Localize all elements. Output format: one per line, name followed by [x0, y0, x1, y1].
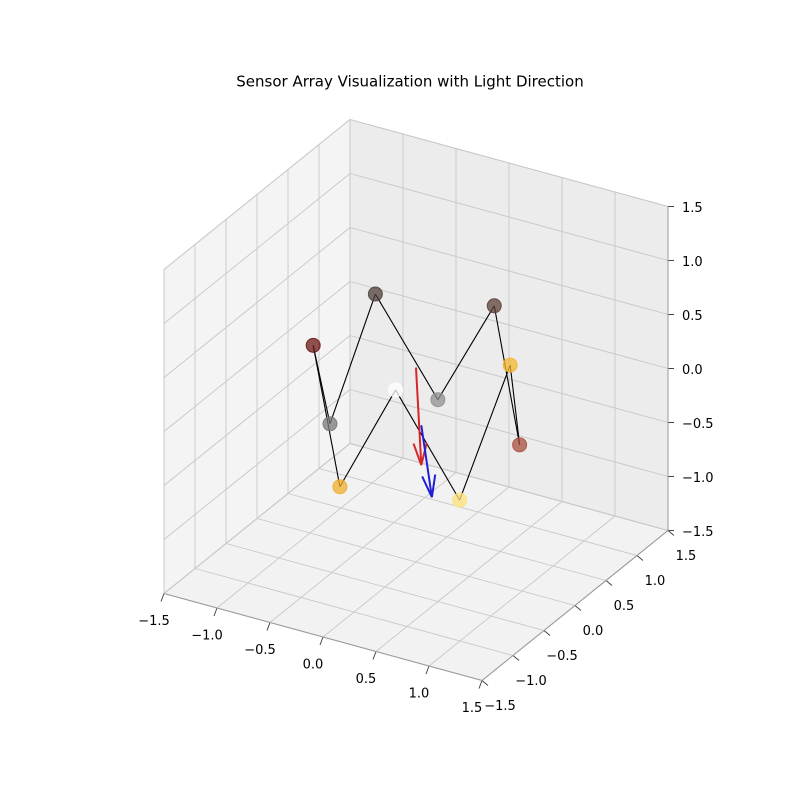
- grid-line: [163, 227, 351, 378]
- y-tick-label: −1.5: [484, 699, 516, 714]
- y-tick: [574, 605, 582, 611]
- y-tick-label: 1.5: [676, 549, 697, 564]
- z-tick-label: 1.0: [682, 255, 703, 270]
- grid-line: [163, 335, 351, 486]
- sensor-point: [430, 392, 446, 408]
- y-tick-label: 1.0: [645, 574, 666, 589]
- x-tick: [213, 607, 218, 617]
- grid-line: [318, 468, 638, 556]
- z-tick-label: 1.5: [682, 201, 703, 216]
- connector: [312, 345, 341, 487]
- grid-line: [256, 518, 576, 606]
- connector: [339, 389, 397, 488]
- x-tick-label: −1.5: [138, 614, 170, 629]
- sensor-point: [305, 337, 321, 353]
- x-tick-label: 0.5: [356, 672, 377, 687]
- connector: [493, 305, 521, 445]
- connector: [437, 305, 495, 401]
- chart-title: Sensor Array Visualization with Light Di…: [236, 73, 583, 91]
- grid-line: [163, 389, 351, 540]
- z-tick-label: 0.5: [682, 309, 703, 324]
- arrow-head: [430, 474, 437, 498]
- connector: [374, 293, 439, 400]
- y-tick-label: 0.5: [614, 599, 635, 614]
- connector: [395, 389, 461, 501]
- light-arrow: [415, 367, 423, 466]
- grid-line: [163, 173, 351, 324]
- x-tick-label: −1.0: [191, 629, 223, 644]
- grid-line: [163, 443, 351, 594]
- x-tick: [160, 593, 165, 602]
- y-tick: [543, 630, 551, 636]
- connector: [329, 293, 376, 424]
- x-tick: [425, 665, 430, 675]
- y-tick: [667, 530, 675, 536]
- sensor-point: [367, 286, 383, 302]
- grid-line: [194, 568, 514, 656]
- x-tick-label: 1.0: [409, 687, 430, 702]
- grid-line: [349, 335, 669, 423]
- x-tick-label: −0.5: [244, 643, 276, 658]
- grid-line: [163, 281, 351, 432]
- x-tick: [266, 622, 271, 631]
- grid-line: [349, 389, 669, 477]
- sensor-point: [322, 416, 338, 432]
- grid-line: [349, 227, 669, 315]
- connector: [459, 364, 511, 501]
- light-arrow: [420, 425, 433, 498]
- y-tick-label: −1.0: [515, 674, 547, 689]
- connector: [509, 365, 521, 445]
- z-tick-label: −1.0: [682, 471, 714, 486]
- y-tick: [481, 680, 489, 686]
- axis-line: [481, 530, 669, 681]
- y-tick: [636, 555, 644, 561]
- x-tick-label: 1.5: [462, 701, 483, 716]
- arrow-head: [421, 476, 433, 498]
- sensor-point: [486, 298, 502, 314]
- axis-line: [163, 593, 483, 681]
- sensor-point: [512, 437, 528, 453]
- grid-line: [349, 281, 669, 369]
- z-tick-label: 0.0: [682, 363, 703, 378]
- sensor-point: [332, 479, 348, 495]
- grid-line: [349, 119, 669, 207]
- grid-line: [349, 173, 669, 261]
- sensor-point: [502, 357, 518, 373]
- sensor-point: [452, 492, 468, 508]
- arrow-head: [420, 442, 428, 466]
- x-tick: [319, 636, 324, 646]
- z-tick-label: −1.5: [682, 525, 714, 540]
- sensor-point: [388, 382, 404, 398]
- arrow-head: [412, 443, 423, 466]
- z-tick-label: −0.5: [682, 417, 714, 432]
- grid-line: [349, 443, 669, 531]
- grid-line: [287, 493, 607, 581]
- x-tick: [478, 680, 483, 689]
- y-tick-label: 0.0: [583, 624, 604, 639]
- y-tick: [605, 580, 613, 586]
- y-tick-label: −0.5: [546, 649, 578, 664]
- grid-line: [163, 119, 351, 270]
- grid-line: [225, 543, 545, 631]
- x-tick-label: 0.0: [303, 658, 324, 673]
- x-tick: [372, 651, 377, 660]
- y-tick: [512, 655, 520, 661]
